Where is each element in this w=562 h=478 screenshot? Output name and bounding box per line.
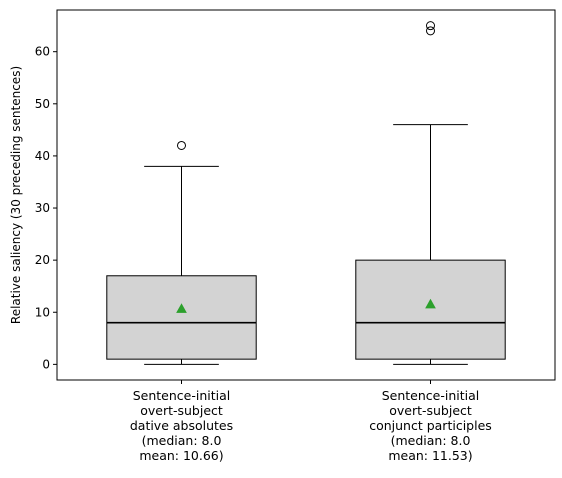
y-tick-label: 30 (35, 201, 50, 215)
x-tick-label-line: mean: 11.53) (388, 448, 472, 463)
y-tick-label: 10 (35, 305, 50, 319)
outlier-point (426, 26, 435, 36)
x-tick-label: Sentence-initial overt-subject dative abso… (130, 388, 233, 463)
x-tick-label-line: (median: 8.0 (391, 433, 471, 448)
x-tick-label: Sentence-initial overt-subject conjunct pa… (369, 388, 492, 463)
mean-marker (176, 303, 187, 313)
y-tick-label: 60 (35, 45, 50, 59)
x-tick-label-line: Sentence-initial (133, 388, 231, 403)
box (106, 275, 257, 360)
y-tick-label: 0 (42, 357, 50, 371)
box (355, 259, 506, 360)
x-tick-label-line: Sentence-initial (382, 388, 480, 403)
y-tick-label: 40 (35, 149, 50, 163)
mean-marker (425, 298, 436, 309)
y-tick-label: 50 (35, 97, 50, 111)
x-tick-label-line: mean: 10.66) (139, 448, 223, 463)
x-tick-label-line: conjunct participles (369, 418, 492, 433)
x-tick-label-line: overt-subject (389, 403, 472, 418)
y-tick-label: 20 (35, 253, 50, 267)
x-tick-label-line: overt-subject (140, 403, 223, 418)
outlier-point (177, 140, 186, 150)
outlier-point (426, 21, 435, 31)
x-tick-label-line: (median: 8.0 (142, 433, 222, 448)
x-tick-label-line: dative absolutes (130, 418, 233, 433)
y-axis-label: Relative saliency (30 preceding sentence… (9, 66, 23, 324)
